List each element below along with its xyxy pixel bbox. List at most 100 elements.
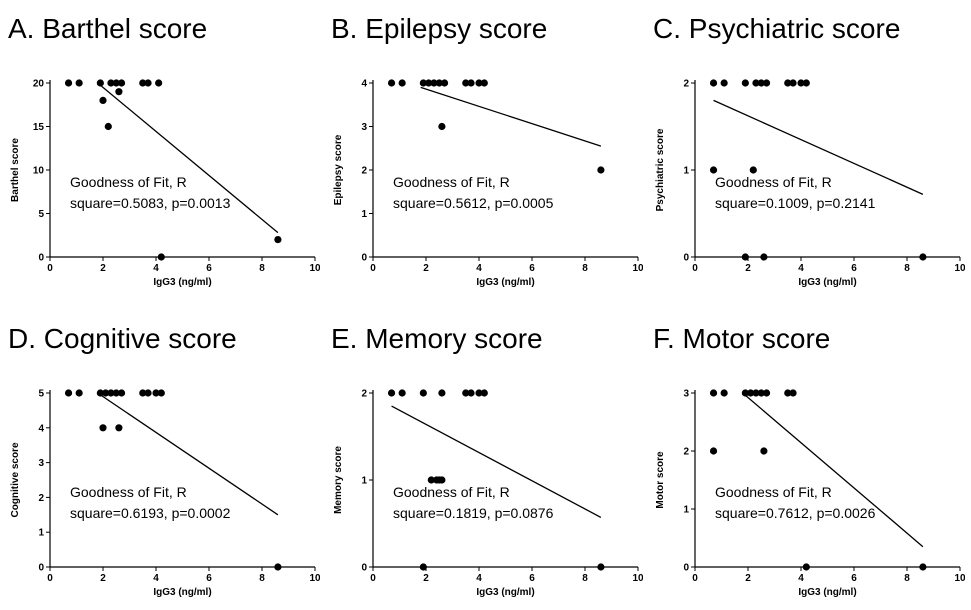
- y-tick-label: 0: [38, 563, 44, 574]
- data-point: [96, 389, 104, 397]
- y-tick-label: 2: [683, 447, 689, 458]
- y-tick-label: 3: [361, 122, 367, 133]
- x-axis-label: IgG3 (ng/ml): [476, 587, 534, 598]
- x-tick-label: 2: [100, 573, 106, 584]
- data-point: [75, 389, 83, 397]
- chart-title: C. Psychiatric score: [653, 13, 900, 44]
- x-tick-label: 0: [692, 573, 698, 584]
- data-point: [720, 79, 728, 87]
- fit-line: [97, 82, 279, 234]
- y-axis-label: Barthel score: [10, 138, 21, 202]
- fit-annotation: square=0.5083, p=0.0013: [70, 195, 231, 211]
- fit-annotation: Goodness of Fit, R: [70, 484, 187, 500]
- data-point: [64, 79, 73, 87]
- data-point: [762, 389, 771, 397]
- y-tick-label: 4: [38, 423, 44, 434]
- y-tick-label: 2: [38, 493, 44, 504]
- x-tick-label: 8: [259, 573, 265, 584]
- fit-annotation: square=0.5612, p=0.0005: [393, 195, 554, 211]
- data-point: [762, 79, 771, 87]
- data-point: [802, 79, 810, 87]
- x-axis-label: IgG3 (ng/ml): [798, 277, 856, 288]
- data-point: [112, 79, 120, 87]
- data-point: [117, 79, 126, 87]
- data-point: [438, 389, 446, 397]
- data-point: [919, 563, 927, 571]
- x-tick-label: 10: [309, 573, 320, 584]
- data-point: [802, 563, 810, 571]
- chart-epilepsy: B. Epilepsy score 0 2 4 6 8 10 0 1 2 3 4 IgG3 (ng/ml…: [331, 13, 643, 288]
- chart-title: E. Memory score: [331, 323, 543, 354]
- x-tick-label: 10: [954, 263, 965, 274]
- data-point: [462, 389, 470, 397]
- data-point: [104, 122, 112, 131]
- y-tick-label: 20: [33, 79, 45, 90]
- data-point: [438, 476, 446, 484]
- panel-cognitive: D. Cognitive score 0 2 4 6 8 10 0 1 2 3 4 5 IgG3 (ng/…: [0, 310, 320, 610]
- chart-title: B. Epilepsy score: [331, 13, 547, 44]
- x-tick-label: 10: [954, 573, 965, 584]
- data-point: [475, 79, 483, 87]
- y-axis-label: Epilepsy score: [333, 134, 344, 205]
- data-point: [749, 166, 757, 174]
- data-point: [475, 389, 483, 397]
- data-point: [75, 79, 83, 87]
- y-tick-label: 4: [361, 79, 367, 90]
- data-point: [760, 447, 768, 455]
- data-point: [480, 389, 488, 397]
- x-tick-label: 10: [309, 263, 320, 274]
- data-point: [709, 389, 718, 397]
- data-point: [747, 389, 755, 397]
- y-tick-label: 2: [361, 166, 367, 177]
- chart-title: F. Motor score: [653, 323, 830, 354]
- data-point: [430, 79, 438, 87]
- chart-cognitive: D. Cognitive score 0 2 4 6 8 10 0 1 2 3 4 5 IgG3 (ng/…: [8, 323, 320, 598]
- chart-psychiatric: C. Psychiatric score 0 2 4 6 8 10 0 1 2 IgG3 (ng/m…: [653, 13, 965, 288]
- data-point: [274, 563, 282, 571]
- fit-annotation: square=0.1819, p=0.0876: [393, 505, 554, 521]
- data-point: [741, 389, 749, 397]
- chart-motor: F. Motor score 0 2 4 6 8 10 0 1 2 3 IgG3 (ng/ml) Mot…: [653, 323, 965, 598]
- chart-title: A. Barthel score: [8, 13, 207, 44]
- data-point: [387, 79, 396, 87]
- x-tick-label: 8: [904, 573, 910, 584]
- panel-motor: F. Motor score 0 2 4 6 8 10 0 1 2 3 IgG3 (ng/ml) Mot…: [645, 310, 965, 610]
- data-point: [139, 389, 147, 397]
- data-point: [919, 253, 927, 261]
- data-point: [152, 389, 160, 397]
- y-tick-label: 3: [683, 389, 689, 400]
- data-point: [96, 79, 104, 87]
- x-tick-label: 6: [851, 263, 857, 274]
- y-tick-label: 1: [361, 209, 367, 220]
- data-point: [760, 253, 768, 261]
- data-point: [435, 79, 443, 87]
- data-point: [274, 236, 282, 244]
- data-point: [115, 424, 123, 432]
- data-point: [438, 122, 446, 131]
- x-axis-label: IgG3 (ng/ml): [153, 277, 211, 288]
- y-tick-label: 0: [38, 253, 44, 264]
- fit-line: [420, 86, 602, 147]
- y-tick-label: 10: [33, 166, 45, 177]
- y-tick-label: 0: [361, 253, 367, 264]
- x-axis-label: IgG3 (ng/ml): [476, 277, 534, 288]
- data-point: [789, 79, 797, 87]
- data-point: [117, 389, 126, 397]
- data-point: [797, 79, 805, 87]
- y-tick-label: 2: [361, 389, 367, 400]
- fit-annotation: Goodness of Fit, R: [715, 484, 832, 500]
- x-tick-label: 6: [529, 573, 535, 584]
- x-tick-label: 4: [153, 573, 159, 584]
- fit-line: [742, 392, 924, 548]
- panel-psychiatric: C. Psychiatric score 0 2 4 6 8 10 0 1 2 IgG3 (ng/m…: [645, 0, 965, 300]
- data-point: [139, 79, 147, 87]
- chart-memory: E. Memory score 0 2 4 6 8 10 0 1 2 IgG3 (ng/ml) Mem…: [331, 323, 643, 598]
- data-point: [480, 79, 488, 87]
- data-point: [398, 389, 406, 397]
- data-point: [467, 79, 475, 87]
- y-tick-label: 2: [683, 79, 689, 90]
- data-point: [709, 79, 718, 87]
- data-point: [757, 79, 765, 87]
- data-point: [419, 79, 427, 87]
- x-tick-label: 2: [745, 263, 751, 274]
